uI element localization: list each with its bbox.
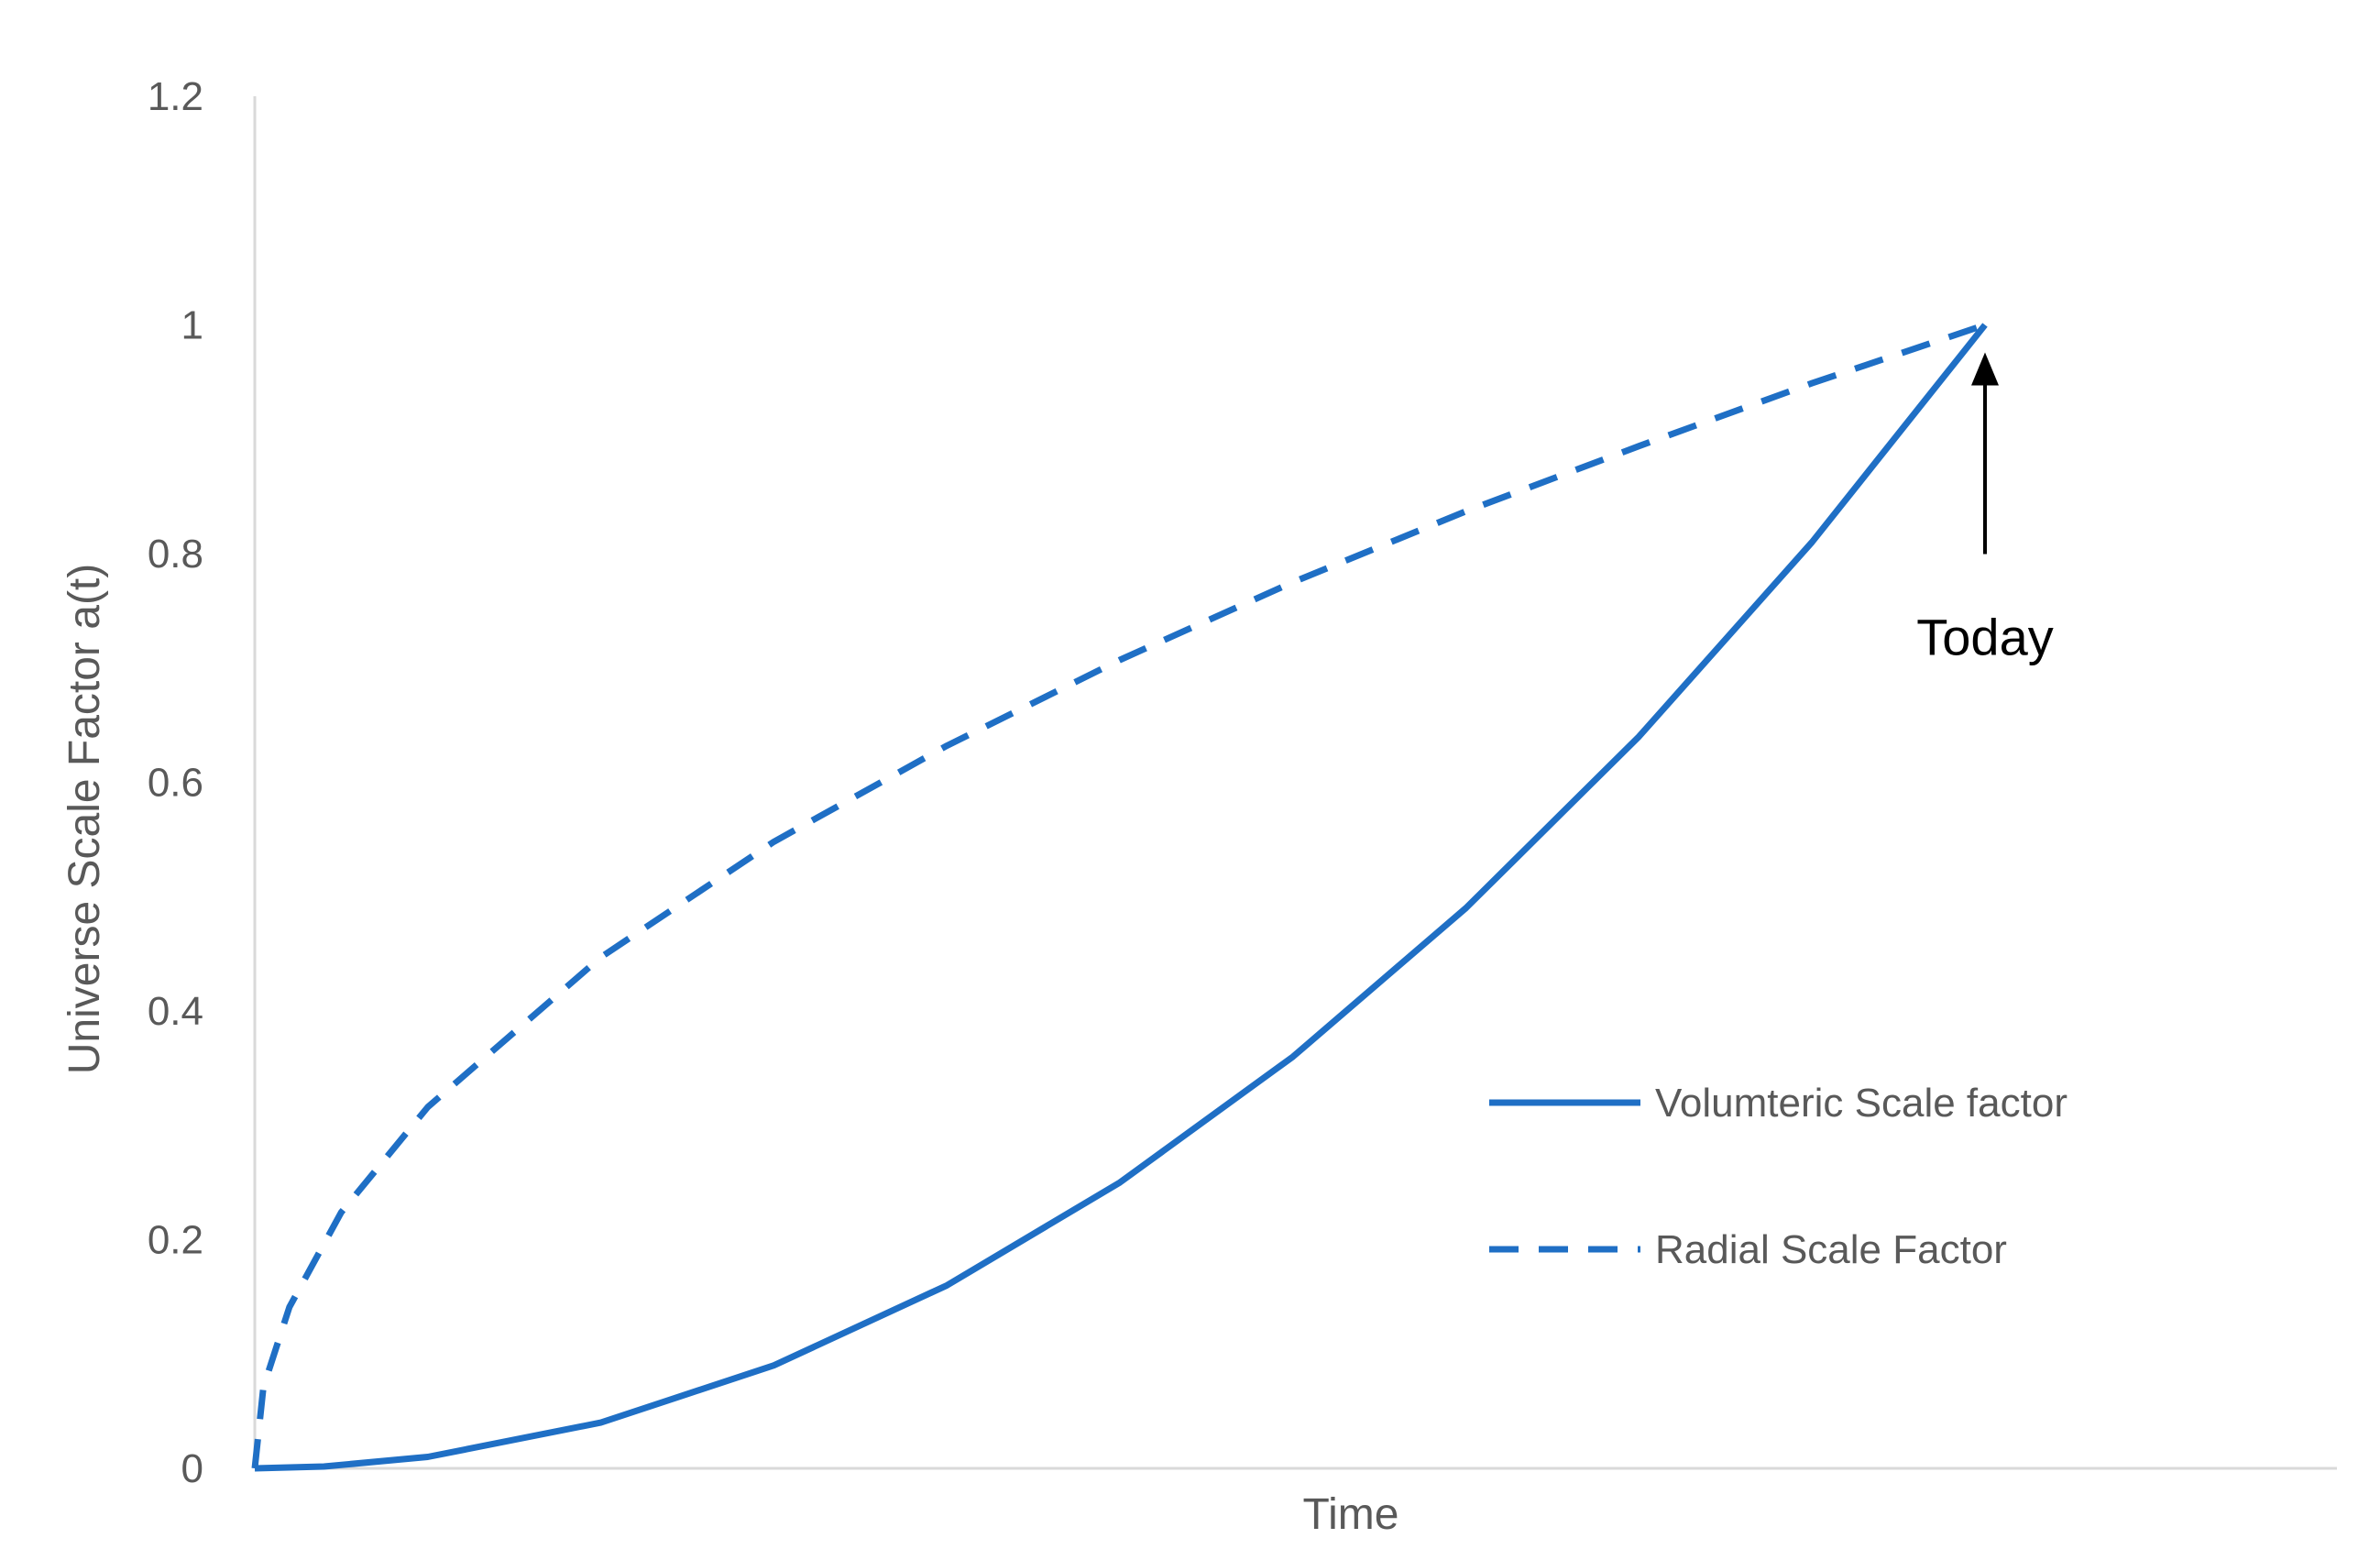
- annotation-layer: Today: [1916, 352, 2054, 666]
- y-tick-label: 1.2: [148, 74, 203, 119]
- legend-label: Radial Scale Factor: [1655, 1227, 2007, 1272]
- y-tick-label: 1: [181, 303, 203, 348]
- annotation-label: Today: [1916, 609, 2053, 666]
- y-tick-label: 0.6: [148, 761, 203, 806]
- series-line-volumetric: [254, 323, 1988, 1472]
- annotation-arrow-head: [1971, 352, 1999, 386]
- y-axis-title: Universe Scale Factor a(t): [60, 564, 109, 1075]
- series-line-radial: [251, 322, 1987, 1469]
- y-tick-label: 0.4: [148, 989, 203, 1034]
- y-tick-label: 0.2: [148, 1218, 203, 1263]
- axes: 0 0.2 0.4 0.6 0.8 1 1.2: [148, 74, 2337, 1491]
- series-layer: [251, 322, 1988, 1472]
- legend: Volumteric Scale factor Radial Scale Fact…: [1489, 1081, 2067, 1272]
- y-tick-label: 0.8: [148, 532, 203, 577]
- legend-label: Volumteric Scale factor: [1655, 1081, 2067, 1126]
- x-axis-title: Time: [1303, 1490, 1399, 1539]
- y-tick-label: 0: [181, 1446, 203, 1491]
